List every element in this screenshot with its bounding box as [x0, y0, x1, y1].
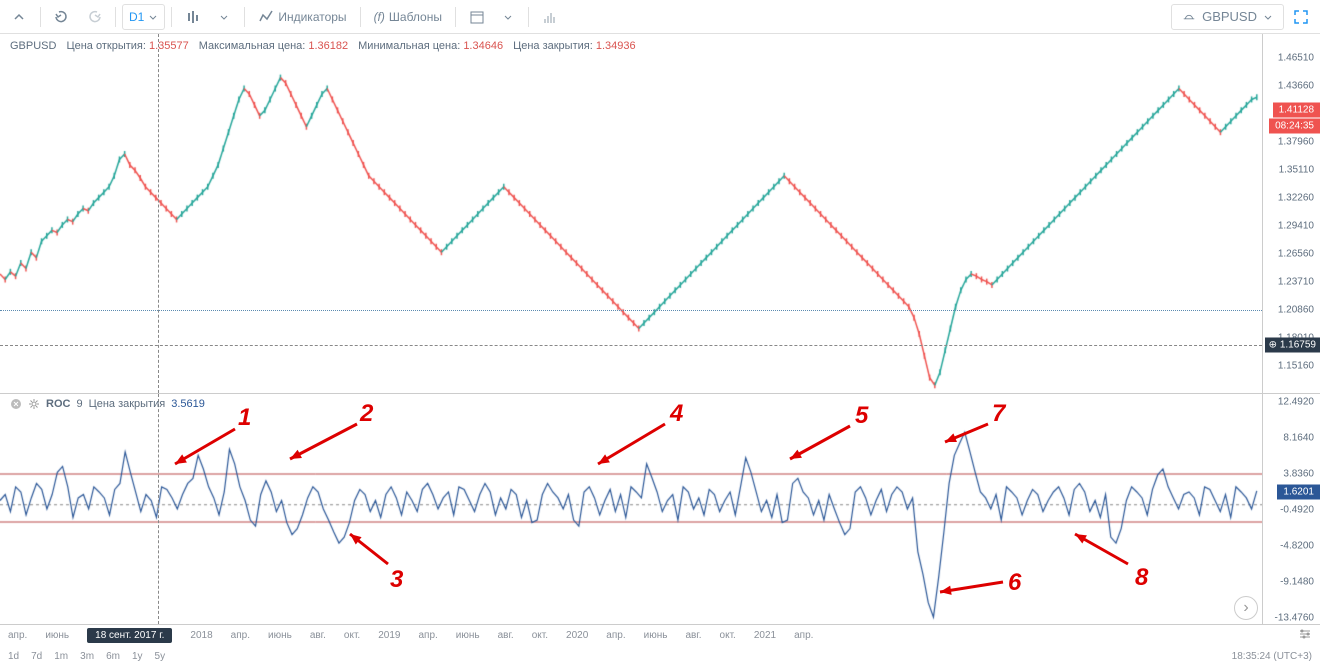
range-1y[interactable]: 1y	[132, 651, 143, 662]
price-chart[interactable]: GBPUSD Цена открытия: 1.35577 Максимальн…	[0, 34, 1320, 394]
undo-button[interactable]	[47, 4, 77, 30]
main-toolbar: D1 Индикаторы (f) Шаблоны GBPUSD	[0, 0, 1320, 34]
chart-style-button[interactable]	[178, 4, 208, 30]
annotation-label: 1	[238, 404, 251, 432]
indicator-info: ROC 9 Цена закрытия 3.5619	[10, 398, 205, 410]
chart-ohlc-info: GBPUSD Цена открытия: 1.35577 Максимальн…	[10, 40, 636, 52]
calendar-button[interactable]	[462, 4, 492, 30]
time-tick: авг.	[685, 630, 701, 641]
time-axis[interactable]: апр. июнь 18 сент. 2017 г. 2018 апр. июн…	[0, 624, 1320, 646]
time-tick: апр.	[794, 630, 813, 641]
annotation-label: 4	[670, 400, 683, 428]
range-5y[interactable]: 5y	[155, 651, 166, 662]
range-selector-bar: 1d 7d 1m 3m 6m 1y 5y 18:35:24 (UTC+3)	[0, 646, 1320, 666]
time-tick: июнь	[45, 630, 69, 641]
chart-style-dropdown-icon[interactable]	[210, 4, 238, 30]
range-1m[interactable]: 1m	[54, 651, 68, 662]
annotation-label: 6	[1008, 569, 1021, 597]
fullscreen-button[interactable]	[1286, 4, 1316, 30]
time-tick: 2018	[190, 630, 212, 641]
indicator-axis[interactable]: 12.49208.16403.8360-0.4920-4.8200-9.1480…	[1262, 394, 1320, 624]
indicators-button[interactable]: Индикаторы	[251, 4, 353, 30]
indicator-value-badge: 1.6201	[1277, 485, 1320, 500]
annotation-label: 7	[992, 400, 1005, 428]
indicator-canvas	[0, 394, 1262, 624]
range-7d[interactable]: 7d	[31, 651, 42, 662]
annotation-label: 5	[855, 402, 868, 430]
range-6m[interactable]: 6m	[106, 651, 120, 662]
scroll-right-button[interactable]: ›	[1234, 596, 1258, 620]
price-canvas	[0, 34, 1262, 394]
crosshair-vertical	[158, 34, 159, 393]
time-tick: окт.	[720, 630, 736, 641]
time-tick: 2020	[566, 630, 588, 641]
time-tick: июнь	[456, 630, 480, 641]
range-1d[interactable]: 1d	[8, 651, 19, 662]
clock-label: 18:35:24 (UTC+3)	[1232, 651, 1312, 662]
range-3m[interactable]: 3m	[80, 651, 94, 662]
timeframe-selector[interactable]: D1	[122, 4, 165, 30]
time-tick: апр.	[8, 630, 27, 641]
time-tick: апр.	[606, 630, 625, 641]
current-price-badge: 1.41128	[1273, 103, 1320, 118]
time-tick: июнь	[644, 630, 668, 641]
annotation-label: 8	[1135, 564, 1148, 592]
time-tick: 2019	[378, 630, 400, 641]
annotation-label: 3	[390, 566, 403, 594]
time-tick: окт.	[344, 630, 360, 641]
time-tick: 2021	[754, 630, 776, 641]
time-tick: окт.	[532, 630, 548, 641]
redo-button[interactable]	[79, 4, 109, 30]
chart-symbol-label: GBPUSD	[10, 40, 56, 52]
indicator-panel[interactable]: ROC 9 Цена закрытия 3.5619 12.49208.1640…	[0, 394, 1320, 624]
crosshair-date-badge: 18 сент. 2017 г.	[87, 628, 172, 643]
close-icon[interactable]	[10, 398, 22, 410]
price-axis[interactable]: 1.465101.436601.379601.351101.322601.294…	[1262, 34, 1320, 393]
gear-icon[interactable]	[28, 398, 40, 410]
axis-settings-icon[interactable]	[1298, 627, 1312, 644]
volume-button[interactable]	[535, 4, 565, 30]
countdown-badge: 08:24:35	[1269, 119, 1320, 134]
crosshair-price-badge: ⊕ 1.16759	[1265, 338, 1320, 353]
collapse-icon[interactable]	[4, 4, 34, 30]
calendar-dropdown-icon[interactable]	[494, 4, 522, 30]
time-tick: апр.	[231, 630, 250, 641]
time-tick: июнь	[268, 630, 292, 641]
time-tick: апр.	[418, 630, 437, 641]
symbol-selector[interactable]: GBPUSD	[1171, 4, 1284, 30]
crosshair-horizontal	[0, 345, 1262, 346]
time-tick: авг.	[498, 630, 514, 641]
time-tick: авг.	[310, 630, 326, 641]
annotation-label: 2	[360, 400, 373, 428]
templates-button[interactable]: (f) Шаблоны	[367, 4, 449, 30]
reference-line	[0, 310, 1262, 311]
crosshair-vertical-ind	[158, 394, 159, 624]
